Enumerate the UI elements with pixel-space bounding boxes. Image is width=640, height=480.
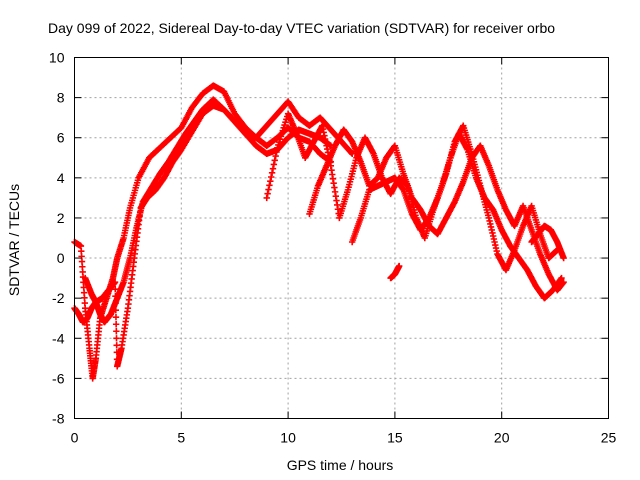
y-axis-title: SDTVAR / TECUs [6,184,22,296]
data-point [263,194,270,202]
data-point [113,328,120,335]
data-point [111,278,119,286]
data-point [112,321,120,328]
x-tick-label: 5 [177,430,185,446]
y-tick-label: 2 [57,210,65,226]
data-point [266,182,273,189]
data-point [264,190,271,197]
series-trace-h [528,222,567,262]
y-tick-label: 10 [49,50,65,66]
y-tick-label: 4 [57,170,65,186]
data-point [267,173,275,181]
x-axis-title: GPS time / hours [287,457,394,473]
data-point [112,285,119,293]
series-trace-c [81,98,356,370]
y-tick-label: -4 [52,330,65,346]
data-point [560,278,567,286]
data-point [113,342,120,349]
data-point [270,161,278,168]
data-point [113,335,120,342]
series-trace-e [306,126,567,294]
y-tick-label: 0 [57,250,65,266]
data-point [273,148,280,156]
plot-frame [74,57,609,419]
data-point [558,274,565,282]
series-trace-f [348,122,561,274]
data-point [112,292,119,300]
data-point [560,254,567,262]
data-point [395,262,403,270]
data-point [272,152,279,160]
data-point [271,157,278,164]
y-tick-labels: -8 -6 -4 -2 0 2 4 6 8 10 [49,50,65,427]
data-point [348,149,355,156]
x-tick-label: 20 [494,430,510,446]
data-point [267,177,274,185]
data-point [269,165,277,172]
data-point [112,314,120,321]
data-points [71,82,567,382]
y-tick-label: 6 [57,130,65,146]
data-point [112,307,119,314]
y-tick-label: 8 [57,90,65,106]
y-tick-label: -6 [52,370,65,386]
x-tick-label: 25 [601,430,617,446]
axis-ticks [74,57,609,419]
data-point [112,299,119,307]
y-tick-label: -8 [52,411,65,427]
series-trace-a [71,82,335,382]
data-point [265,186,272,193]
x-tick-label: 15 [387,430,403,446]
x-tick-label: 10 [280,430,296,446]
chart-title: Day 099 of 2022, Sidereal Day-to-day VTE… [48,20,555,36]
data-point [268,169,276,177]
y-tick-label: -2 [52,290,65,306]
grid [74,57,609,419]
x-tick-labels: 0 5 10 15 20 25 [71,430,617,446]
x-tick-label: 0 [71,430,79,446]
series-trace-g [387,262,403,282]
